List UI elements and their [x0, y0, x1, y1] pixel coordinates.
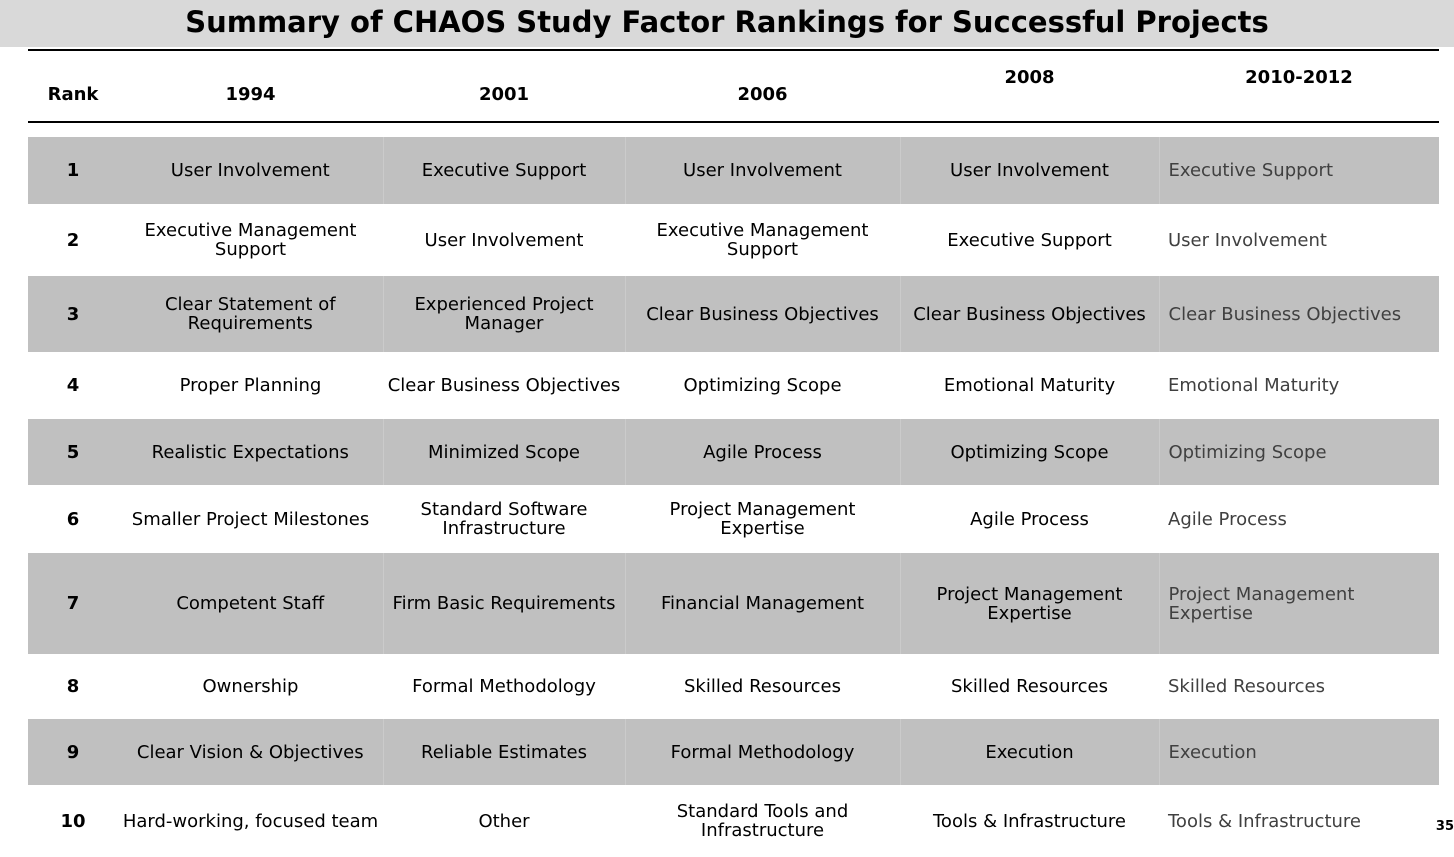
factor-cell: Executive Support: [383, 137, 626, 204]
factor-cell: User Involvement: [625, 137, 901, 204]
factor-cell: Executive Support: [947, 229, 1112, 251]
rank-cell: 7: [28, 553, 118, 654]
factor-cell: Project Management Expertise: [669, 499, 856, 539]
factor-cell: Executive Management Support: [656, 220, 869, 260]
factor-cell: Execution: [900, 719, 1160, 785]
rank-cell: 9: [28, 719, 118, 785]
rank-cell: 3: [28, 276, 118, 352]
factor-cell: Emotional Maturity: [1168, 375, 1340, 396]
factor-cell: Minimized Scope: [383, 419, 626, 485]
header-row: Rank 1994 2001 2006 2008 2010-2012: [28, 51, 1439, 137]
factor-cell: Emotional Maturity: [943, 375, 1116, 396]
factor-cell: Hard-working, focused team: [122, 810, 379, 832]
factor-cell: Financial Management: [625, 553, 901, 654]
header-cell: 2001: [478, 83, 530, 105]
factor-cell: Clear Business Objectives: [625, 276, 901, 352]
factor-cell: Clear Business Objectives: [387, 375, 621, 396]
header-cell: 2006: [737, 83, 788, 105]
title-bar: [0, 0, 1454, 47]
rank-cell: 5: [28, 419, 118, 485]
rank-cell: 2: [66, 229, 80, 251]
header-cell: 1994: [225, 83, 276, 105]
factor-cell: Proper Planning: [179, 375, 322, 396]
factor-cell: User Involvement: [900, 137, 1160, 204]
table-row: 2 Executive Management Support User Involv…: [28, 204, 1439, 276]
factor-cell: User Involvement: [1168, 229, 1327, 251]
factor-cell: Competent Staff: [118, 553, 384, 654]
table-row: 5 Realistic Expectations Minimized Scope Ag…: [28, 419, 1439, 485]
factor-cell: Clear Vision & Objectives: [118, 719, 384, 785]
table-row: 7 Competent Staff Firm Basic Requirements F…: [28, 553, 1439, 654]
table-row: 6 Smaller Project Milestones Standard Soft…: [28, 485, 1439, 553]
table-row: 10 Hard-working, focused team Other Standar…: [28, 785, 1439, 857]
factor-cell: User Involvement: [118, 137, 384, 204]
rank-cell: 6: [66, 508, 80, 530]
header-cell: 2008: [1004, 67, 1055, 88]
factor-cell: Formal Methodology: [412, 676, 596, 697]
factor-cell: Project Management Expertise: [1159, 553, 1439, 654]
factor-cell: Agile Process: [1168, 508, 1287, 530]
factor-cell: Firm Basic Requirements: [383, 553, 626, 654]
factor-cell: Tools & Infrastructure: [933, 810, 1126, 832]
factor-cell: Clear Statement of Requirements: [118, 276, 384, 352]
table-row: 1 User Involvement Executive Support User I…: [28, 137, 1439, 204]
factor-cell: Clear Business Objectives: [1159, 276, 1439, 352]
rank-cell: 10: [60, 810, 86, 832]
factor-cell: Executive Management Support: [144, 220, 357, 260]
page-number: 35: [1435, 819, 1454, 834]
factor-cell: Ownership: [202, 676, 299, 697]
factor-cell: Execution: [1159, 719, 1439, 785]
factor-cell: Skilled Resources: [1168, 676, 1325, 697]
factor-cell: Smaller Project Milestones: [131, 508, 370, 530]
factor-cell: Optimizing Scope: [1159, 419, 1439, 485]
page-title: Summary of CHAOS Study Factor Rankings f…: [185, 5, 1269, 39]
header-cell: 2010-2012: [1245, 67, 1353, 88]
factor-cell: Skilled Resources: [951, 676, 1108, 697]
rank-cell: 8: [66, 676, 80, 697]
factor-cell: Optimizing Scope: [683, 375, 842, 396]
factor-cell: Optimizing Scope: [900, 419, 1160, 485]
rank-cell: 4: [66, 375, 80, 396]
factor-cell: Formal Methodology: [625, 719, 901, 785]
factor-cell: Agile Process: [625, 419, 901, 485]
table-row: 3 Clear Statement of Requirements Experien…: [28, 276, 1439, 352]
factor-cell: Clear Business Objectives: [900, 276, 1160, 352]
table-row: 9 Clear Vision & Objectives Reliable Estim…: [28, 719, 1439, 785]
factor-cell: Skilled Resources: [684, 676, 841, 697]
table-row: 4 Proper Planning Clear Business Objective…: [28, 352, 1439, 419]
factor-cell: Project Management Expertise: [900, 553, 1160, 654]
rank-cell: 1: [28, 137, 118, 204]
factor-cell: Experienced Project Manager: [383, 276, 626, 352]
factor-cell: User Involvement: [424, 229, 584, 251]
factor-cell: Other: [478, 810, 530, 832]
header-cell: Rank: [47, 83, 99, 105]
factor-cell: Reliable Estimates: [383, 719, 626, 785]
factor-cell: Executive Support: [1159, 137, 1439, 204]
rankings-table: Rank 1994 2001 2006 2008 2010-2012 1 User…: [28, 51, 1439, 857]
factor-cell: Tools & Infrastructure: [1168, 810, 1361, 832]
header-bottom-rule: [28, 121, 1439, 123]
factor-cell: Realistic Expectations: [118, 419, 384, 485]
table-row: 8 Ownership Formal Methodology Skilled Reso…: [28, 654, 1439, 719]
factor-cell: Standard Tools and Infrastructure: [676, 801, 849, 841]
factor-cell: Agile Process: [970, 508, 1089, 530]
header-top-rule: [28, 49, 1439, 51]
factor-cell: Standard Software Infrastructure: [420, 499, 588, 539]
